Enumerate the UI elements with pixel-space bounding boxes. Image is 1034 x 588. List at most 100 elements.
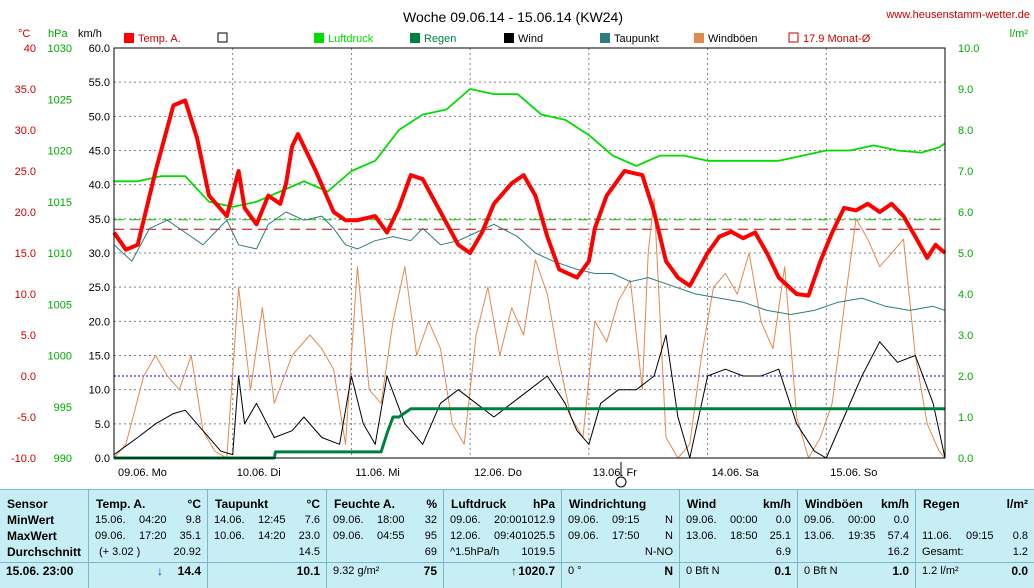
wind-tick-label: 20.0 [89,316,110,328]
cell-value: 1025.5 [521,530,555,542]
rain-tick-label: 4.0 [958,289,973,301]
temp-tick-label: -10.0 [11,453,36,465]
cell-date: ^1.5hPa/h [450,546,500,558]
cell-value: 69 [424,546,437,558]
table-row: 12.06. 09:40 1025.5 [444,528,561,544]
cell-date: 12.06. [450,530,481,542]
cell-time: 20:00 [494,514,522,526]
row-label: MaxWert [7,529,57,543]
wind-tick-label: 50.0 [89,111,110,123]
cell-value: 95 [424,530,437,542]
table-row: (+ 3.02 ) 20.92 [89,544,207,560]
table-row: 69 [327,544,443,560]
temp-tick-label: 25.0 [15,166,36,178]
cell-value: 16.2 [887,546,909,558]
rain-tick-label: 5.0 [958,248,973,260]
legend-label: Taupunkt [614,33,659,45]
table-column: Windböen km/h 09.06. 00:00 0.0 13.06. 19:35 57.… [797,490,915,588]
rain-tick-label: 9.0 [958,84,973,96]
wind-tick-label: 15.0 [89,351,110,363]
cell-date: 14.06. [214,514,245,526]
legend-swatch [410,33,420,43]
current-left: 9.32 g/m² [333,565,380,577]
table-row [916,512,1034,528]
table-column: Taupunkt °C 14.06. 12:45 7.6 10.06. 14:20 23.0 1… [207,490,326,588]
table-row: 14.06. 12:45 7.6 [208,512,326,528]
table-column: Feuchte A.% 09.06. 18:00 32 09.06. 04:55 95 69 9… [326,490,443,588]
current-value: 1020.7 [518,564,555,578]
table-column: Wind km/h 09.06. 00:00 0.0 13.06. 18:50 25.1 6.9… [679,490,797,588]
column-title: Sensor [7,497,48,511]
rain-axis-unit: l/m² [1010,28,1029,40]
table-column: Regen l/m² 11.06. 09:15 0.8 Gesamt: 1.2 1.2 l/m… [915,490,1034,588]
table-row: 6.9 [680,544,797,560]
cell-time: 18:50 [730,530,758,542]
wind-tick-label: 60.0 [89,43,110,55]
cell-value: N [665,530,673,542]
table-header: Taupunkt °C [208,496,326,512]
column-title: Windböen [805,497,863,511]
wind-tick-label: 35.0 [89,214,110,226]
current-left: 0 Bft N [686,565,720,577]
table-column: Temp. A. °C 15.06. 04:20 9.8 09.06. 17:20 35.1 (… [88,490,207,588]
table-row: Gesamt: 1.2 [916,544,1034,560]
table-row: MaxWert [0,528,88,544]
cell-value: N-NO [644,546,673,558]
column-title: Luftdruck [451,497,507,511]
column-unit: l/m² [1006,497,1028,511]
legend-label: Windböen [708,33,758,45]
column-unit: °C [187,497,201,511]
cell-value: 7.6 [304,514,320,526]
x-tick-label: 11.06. Mi [355,467,399,479]
cell-date: 09.06. [686,514,717,526]
time-marker [615,462,627,488]
table-row: 09.06. 17:50 N [562,528,679,544]
legend-label: Regen [424,33,456,45]
x-axis-labels: 09.06. Mo 10.06. Di 11.06. Mi 12.06. Do 13.0… [118,467,877,479]
pressure-tick-label: 995 [54,402,72,414]
cell-value: 9.8 [185,514,201,526]
table-row: 13.06. 18:50 25.1 [680,528,797,544]
current-value: 10.1 [296,564,320,578]
cell-value: 57.4 [887,530,909,542]
column-title: Windrichtung [569,497,647,511]
rain-tick-label: 7.0 [958,166,973,178]
legend-swatch [504,33,514,43]
temp-tick-label: 5.0 [21,330,36,342]
table-row: N-NO [562,544,679,560]
cell-time: 19:35 [848,530,876,542]
x-tick-label: 10.06. Di [237,467,281,479]
cell-value: 0.0 [775,514,791,526]
legend-label: Wind [518,33,543,45]
column-title: Regen [923,497,960,511]
legend-label: Luftdruck [328,33,374,45]
table-row: 09.06. 20:00 1012.9 [444,512,561,528]
column-unit: hPa [532,497,555,511]
legend-label: 17.9 Monat-Ø [803,33,871,45]
wind-tick-label: 25.0 [89,282,110,294]
cell-time: (+ 3.02 ) [99,546,141,558]
time-marker-icon[interactable] [615,476,627,488]
pressure-tick-label: 1025 [48,94,72,106]
table-row: 09.06. 00:00 0.0 [680,512,797,528]
cell-time: 04:20 [139,514,167,526]
column-unit: °C [306,497,320,511]
table-column: Windrichtung 09.06. 09:15 N 09.06. 17:50 N N-NO… [561,490,679,588]
cell-value: 1019.5 [521,546,555,558]
table-row: 13.06. 19:35 57.4 [798,528,915,544]
cell-date: 09.06. [568,514,599,526]
chart-series [112,88,947,460]
weather-chart: Woche 09.06.14 - 15.06.14 (KW24) www.heu… [10,9,1030,488]
cell-time: 12:45 [258,514,286,526]
row-label: MinWert [7,513,55,527]
pressure-tick-label: 1010 [48,248,72,260]
cell-value: 25.1 [769,530,791,542]
cell-value: 1.2 [1012,546,1028,558]
current-left: 0 Bft N [804,565,838,577]
table-row: 15.06. 04:20 9.8 [89,512,207,528]
x-tick-label: 14.06. Sa [712,467,760,479]
cell-value: 35.1 [179,530,201,542]
cell-date: 13.06. [686,530,717,542]
table-current-row: 9.32 g/m² 75 [327,562,443,581]
cell-time: 18:00 [377,514,405,526]
